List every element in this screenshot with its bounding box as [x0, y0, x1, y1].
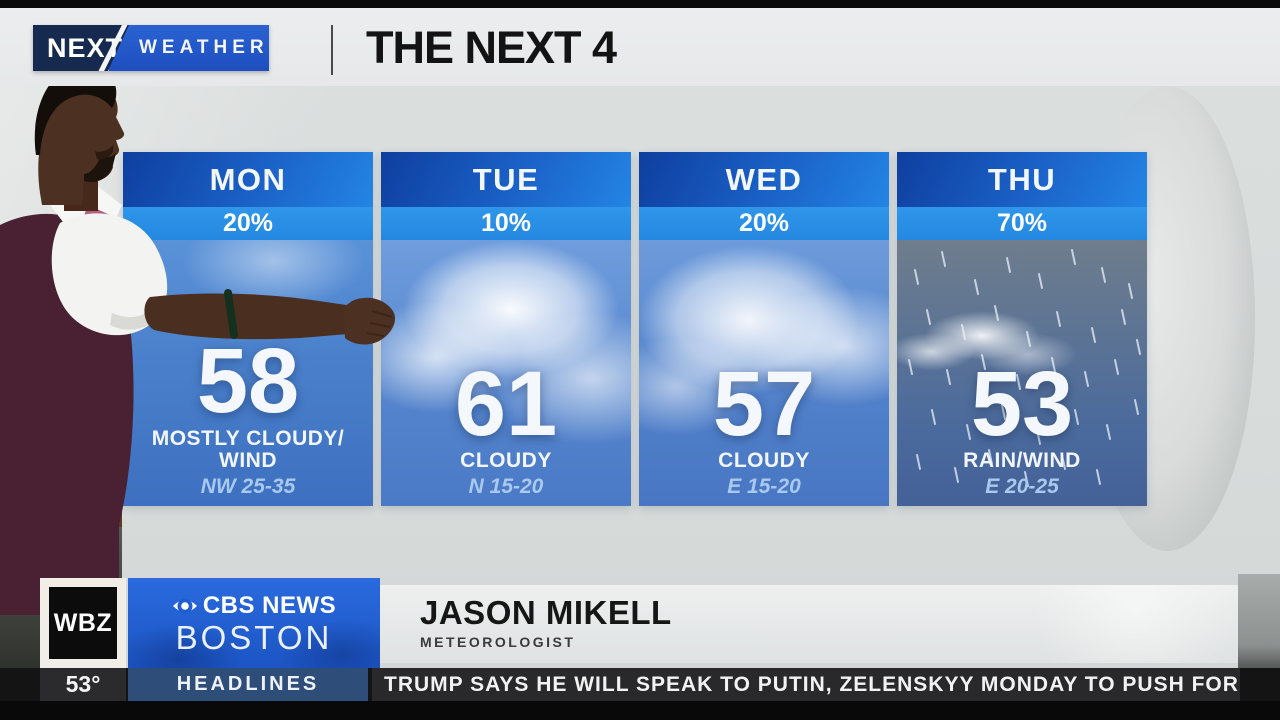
- condition-label: CLOUDY: [460, 449, 552, 473]
- cbs-eye-icon: [172, 598, 197, 614]
- high-temp: 58: [196, 330, 300, 433]
- high-temp: 53: [970, 352, 1074, 455]
- day-label: MON: [123, 152, 373, 207]
- forecast-card-wed: WED 20% 57 CLOUDY E 15-20: [639, 152, 889, 506]
- presenter-name: JASON MIKELL: [420, 594, 672, 631]
- precip-chance: 20%: [639, 207, 889, 240]
- day-label: WED: [639, 152, 889, 207]
- lower-third: WBZ CBS NEWS BOSTON JASON MIKELL METEORO…: [0, 578, 1280, 668]
- boston-label: BOSTON: [175, 619, 333, 656]
- current-temp-bug: 53°: [40, 668, 126, 701]
- rain-streaks-icon: [908, 249, 1141, 487]
- top-letterbox-bar: [0, 0, 1280, 8]
- wind-label: N 15-20: [468, 475, 544, 498]
- wbz-station-logo: WBZ: [49, 587, 117, 659]
- sky-graphic-cloudy: 57 CLOUDY E 15-20: [639, 240, 889, 506]
- sky-graphic-rain: 53 RAIN/WIND E 20-25: [897, 240, 1147, 506]
- brand-weather-label: WEATHER: [109, 25, 269, 71]
- header-divider: [331, 25, 333, 75]
- bottom-letterbox-bar: [0, 701, 1280, 720]
- cbs-news-row: CBS NEWS: [172, 592, 336, 620]
- precip-chance: 10%: [381, 207, 631, 240]
- high-temp: 57: [712, 352, 816, 455]
- news-ticker: 53° HEADLINES TRUMP SAYS HE WILL SPEAK T…: [0, 668, 1280, 701]
- segment-title: THE NEXT 4: [366, 22, 617, 73]
- day-label: TUE: [381, 152, 631, 207]
- forecast-card-mon: MON 20% 58 MOSTLY CLOUDY/ WIND NW 25-35: [123, 152, 373, 506]
- next-logo-box: NEXT: [33, 25, 129, 71]
- condition-label: MOSTLY CLOUDY/ WIND: [151, 426, 345, 473]
- condition-label: CLOUDY: [718, 449, 810, 473]
- wbz-logo-frame: WBZ: [40, 578, 126, 668]
- forecast-card-tue: TUE 10% 61 CLOUDY N 15-20: [381, 152, 631, 506]
- high-temp: 61: [454, 352, 558, 455]
- presenter-role: METEOROLOGIST: [420, 634, 576, 651]
- ticker-section-label: HEADLINES: [128, 668, 368, 701]
- wind-label: E 20-25: [985, 475, 1059, 498]
- forecast-panel: MON 20% 58 MOSTLY CLOUDY/ WIND NW 25-35 …: [0, 152, 1280, 506]
- presenter-banner: JASON MIKELL METEOROLOGIST: [380, 585, 1238, 663]
- header-band: NEXT WEATHER THE NEXT 4: [0, 8, 1280, 86]
- ticker-headline: TRUMP SAYS HE WILL SPEAK TO PUTIN, ZELEN…: [372, 668, 1240, 701]
- day-label: THU: [897, 152, 1147, 207]
- cbs-news-boston-logo: CBS NEWS BOSTON: [128, 578, 380, 668]
- forecast-card-thu: THU 70%: [897, 152, 1147, 506]
- precip-chance: 20%: [123, 207, 373, 240]
- wind-label: E 15-20: [727, 475, 801, 498]
- next-weather-logo: NEXT WEATHER: [33, 25, 269, 71]
- cbs-news-label: CBS NEWS: [202, 592, 337, 619]
- precip-chance: 70%: [897, 207, 1147, 240]
- condition-label: RAIN/WIND: [963, 449, 1081, 473]
- wind-label: NW 25-35: [200, 475, 296, 498]
- sky-graphic-cloudy: 61 CLOUDY N 15-20: [381, 240, 631, 506]
